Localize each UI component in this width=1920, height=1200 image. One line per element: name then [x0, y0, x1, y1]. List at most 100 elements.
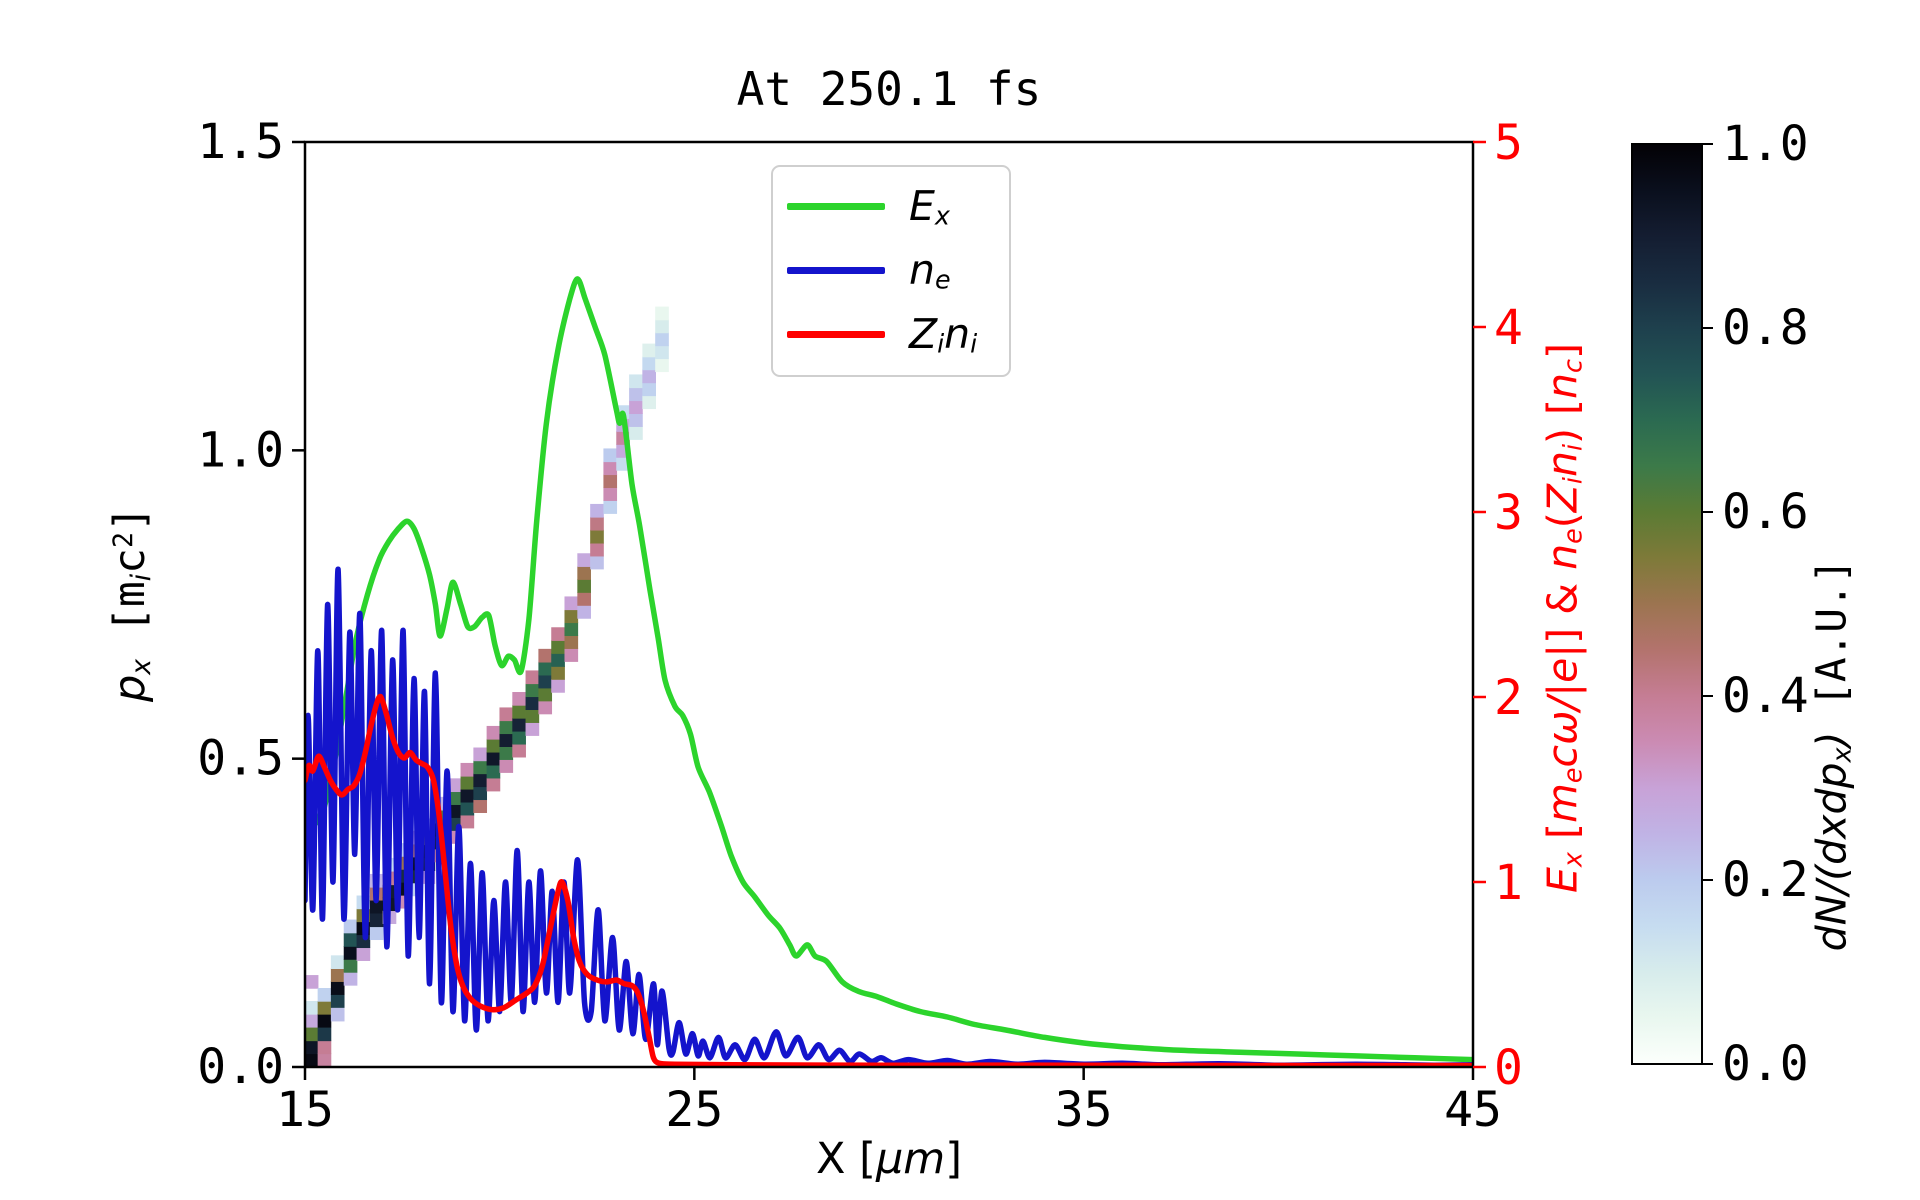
heatmap-cell	[460, 775, 475, 790]
heatmap-cell	[525, 709, 540, 723]
heatmap-cell	[486, 751, 501, 766]
label-part: (	[1538, 512, 1587, 529]
label-part: i	[1557, 443, 1588, 452]
heatmap-cell	[590, 529, 604, 544]
heatmap-cell	[369, 913, 384, 928]
heatmap-cell	[642, 369, 656, 384]
heatmap-cell	[343, 919, 358, 934]
label-part: m	[105, 581, 156, 608]
heatmap-cell	[629, 426, 643, 440]
heatmap-cell	[317, 1027, 332, 1042]
label-part: i	[937, 328, 945, 359]
heatmap-cell	[629, 400, 643, 415]
y-left-tick-label: 1.0	[197, 422, 284, 478]
heatmap-cell	[564, 596, 579, 611]
heatmap-cell	[564, 609, 579, 624]
label-part: cω/|e|	[1538, 643, 1587, 768]
x-axis-label: X [μm]	[305, 1134, 1473, 1184]
heatmap-cell	[317, 1013, 332, 1028]
heatmap-cell	[305, 1053, 319, 1067]
label-part: [	[1538, 823, 1587, 853]
heatmap-cell	[330, 981, 345, 995]
label-part: c	[1557, 358, 1588, 373]
heatmap-cell	[525, 696, 540, 711]
label-part: n	[1538, 372, 1587, 399]
y-right-tick-label: 0	[1494, 1040, 1523, 1096]
y-right-tick-label: 2	[1494, 670, 1523, 726]
heatmap-cell	[551, 666, 565, 680]
label-part: E	[909, 181, 935, 230]
heatmap-cell	[473, 760, 488, 775]
heatmap-cell	[486, 738, 501, 753]
heatmap-cell	[642, 343, 656, 358]
label-part: Z	[1538, 484, 1587, 513]
heatmap-cell	[305, 975, 319, 989]
heatmap-cell	[317, 1040, 332, 1055]
heatmap-cell	[356, 947, 371, 961]
heatmap-cell	[486, 777, 501, 792]
y-right-tick-label: 5	[1494, 115, 1523, 171]
series-layer	[305, 276, 1473, 1067]
heatmap-cell	[369, 899, 384, 914]
heatmap-cell	[551, 640, 565, 654]
heatmap-cell	[655, 319, 669, 334]
label-part: p	[105, 674, 156, 702]
label-part: E	[1538, 867, 1587, 894]
heatmap-cell	[642, 356, 656, 371]
legend-item-zini: Zini	[773, 313, 1009, 359]
heatmap-cell	[305, 1040, 319, 1055]
label-part: n	[909, 245, 935, 294]
heatmap-cell	[603, 448, 618, 463]
label-part: X [	[816, 1134, 876, 1184]
x-tick-label: 25	[665, 1082, 723, 1138]
heatmap-cell	[603, 461, 618, 476]
label-part: e	[1557, 528, 1588, 544]
heatmap-cell	[655, 358, 669, 373]
legend-line-ne	[787, 267, 885, 275]
heatmap-cell	[603, 474, 618, 489]
heatmap-cell	[525, 670, 540, 685]
heatmap-cell	[499, 707, 514, 722]
heatmap-cell	[460, 801, 475, 816]
y-left-tick-label: 0.0	[197, 1039, 284, 1095]
colorbar-label: dN/(dxdpx) [A.U.]	[1807, 559, 1856, 952]
heatmap-cell	[330, 968, 345, 982]
label-part: 2	[107, 531, 139, 548]
heatmap-cell	[525, 683, 540, 698]
heatmap-cell	[305, 1013, 319, 1028]
label-part: c	[105, 547, 156, 574]
heatmap-cell	[629, 374, 643, 389]
legend-item-ex: Ex	[773, 185, 1009, 229]
legend-label-ex: Ex	[909, 185, 950, 229]
heatmap-cell	[460, 788, 475, 803]
label-part: n	[1538, 543, 1587, 570]
y-left-tick-label: 0.5	[197, 731, 284, 787]
heatmap-cell	[603, 487, 618, 501]
heatmap-cell	[655, 345, 669, 360]
label-part: e	[935, 264, 951, 295]
heatmap-cell	[460, 814, 475, 829]
legend: Ex ne Zini	[771, 165, 1011, 377]
y-axis-right-label: Ex [mecω/|e|] & ne(Zini) [nc]	[1538, 343, 1587, 893]
heatmap-cell	[486, 764, 501, 779]
y-right-tick-label: 3	[1494, 485, 1523, 541]
heatmap-cell	[447, 791, 462, 805]
heatmap-cell	[590, 555, 604, 570]
y-right-tick-label: 4	[1494, 300, 1523, 356]
heatmap-cell	[642, 382, 656, 397]
heatmap-cell	[564, 622, 579, 637]
heatmap-cell	[317, 1000, 332, 1015]
heatmap-cell	[538, 674, 553, 689]
label-part: ] &	[1538, 569, 1587, 644]
colorbar-tick-label: 0.8	[1722, 300, 1809, 356]
heatmap-cell	[603, 500, 618, 514]
heatmap-cell	[590, 542, 604, 557]
label-part: x	[125, 658, 157, 675]
heatmap-cell	[317, 988, 332, 1002]
label-part: ]	[1538, 342, 1587, 359]
heatmap-cell	[642, 395, 656, 410]
label-part: ]	[945, 1134, 962, 1184]
heatmap-cell	[590, 503, 604, 518]
heatmap-cell	[343, 933, 358, 947]
